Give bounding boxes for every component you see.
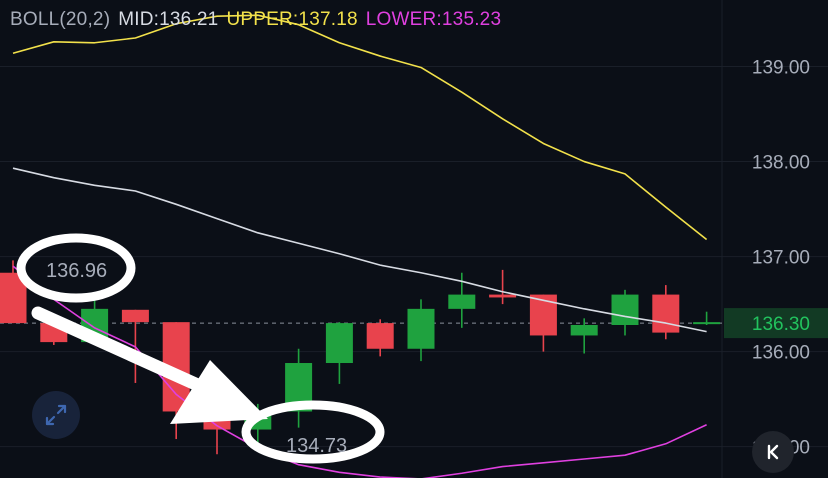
upper-band-line	[12, 14, 708, 241]
candle-body	[366, 323, 394, 349]
current-price-label: 136.30	[752, 314, 810, 335]
expand-arrows-icon	[45, 404, 67, 426]
upper-label: UPPER:	[226, 9, 299, 30]
current-price-tag	[724, 308, 828, 339]
lower-label: LOWER:	[365, 9, 442, 30]
low-annotation-circle	[241, 400, 385, 464]
indicator-legend: BOLL(20,2) MID:136.21 UPPER:137.18 LOWER:13…	[10, 9, 509, 31]
lower-legend: LOWER:135.23	[366, 9, 501, 30]
back-button[interactable]	[752, 431, 794, 473]
y-tick-label: 138.00	[752, 153, 810, 174]
candle-body	[121, 309, 149, 323]
k-back-icon	[767, 444, 779, 460]
mid-band-line	[12, 167, 707, 333]
annotation-arrow-head	[170, 360, 268, 424]
upper-legend: UPPER:137.18	[226, 9, 357, 30]
candle-body	[693, 322, 721, 325]
mid-legend: MID:136.21	[118, 9, 218, 30]
high-annotation-text: 136.96	[46, 260, 107, 282]
candle-body	[407, 308, 435, 349]
lower-value: 135.23	[441, 9, 502, 30]
candle-body	[652, 294, 680, 333]
upper-value: 137.18	[298, 9, 358, 30]
candle-body	[489, 294, 517, 298]
annotation-layer: 136.96 134.73	[16, 233, 385, 464]
y-tick-label: 139.00	[752, 58, 810, 79]
bands-layer	[12, 14, 708, 478]
y-tick-label: 137.00	[752, 248, 810, 269]
mid-value: 136.21	[159, 9, 219, 30]
candle-body	[448, 294, 476, 309]
low-annotation-text: 134.73	[286, 435, 347, 457]
candle-body	[325, 323, 353, 364]
high-annotation-circle	[16, 233, 136, 303]
candle-body	[570, 325, 598, 336]
lower-band-line	[12, 265, 707, 478]
indicator-name: BOLL(20,2)	[10, 9, 111, 30]
candle-body	[611, 294, 639, 326]
expand-button[interactable]	[32, 391, 80, 439]
mid-label: MID:	[118, 9, 160, 30]
y-tick-label: 136.00	[752, 343, 810, 364]
annotation-arrow-shaft	[31, 306, 207, 393]
